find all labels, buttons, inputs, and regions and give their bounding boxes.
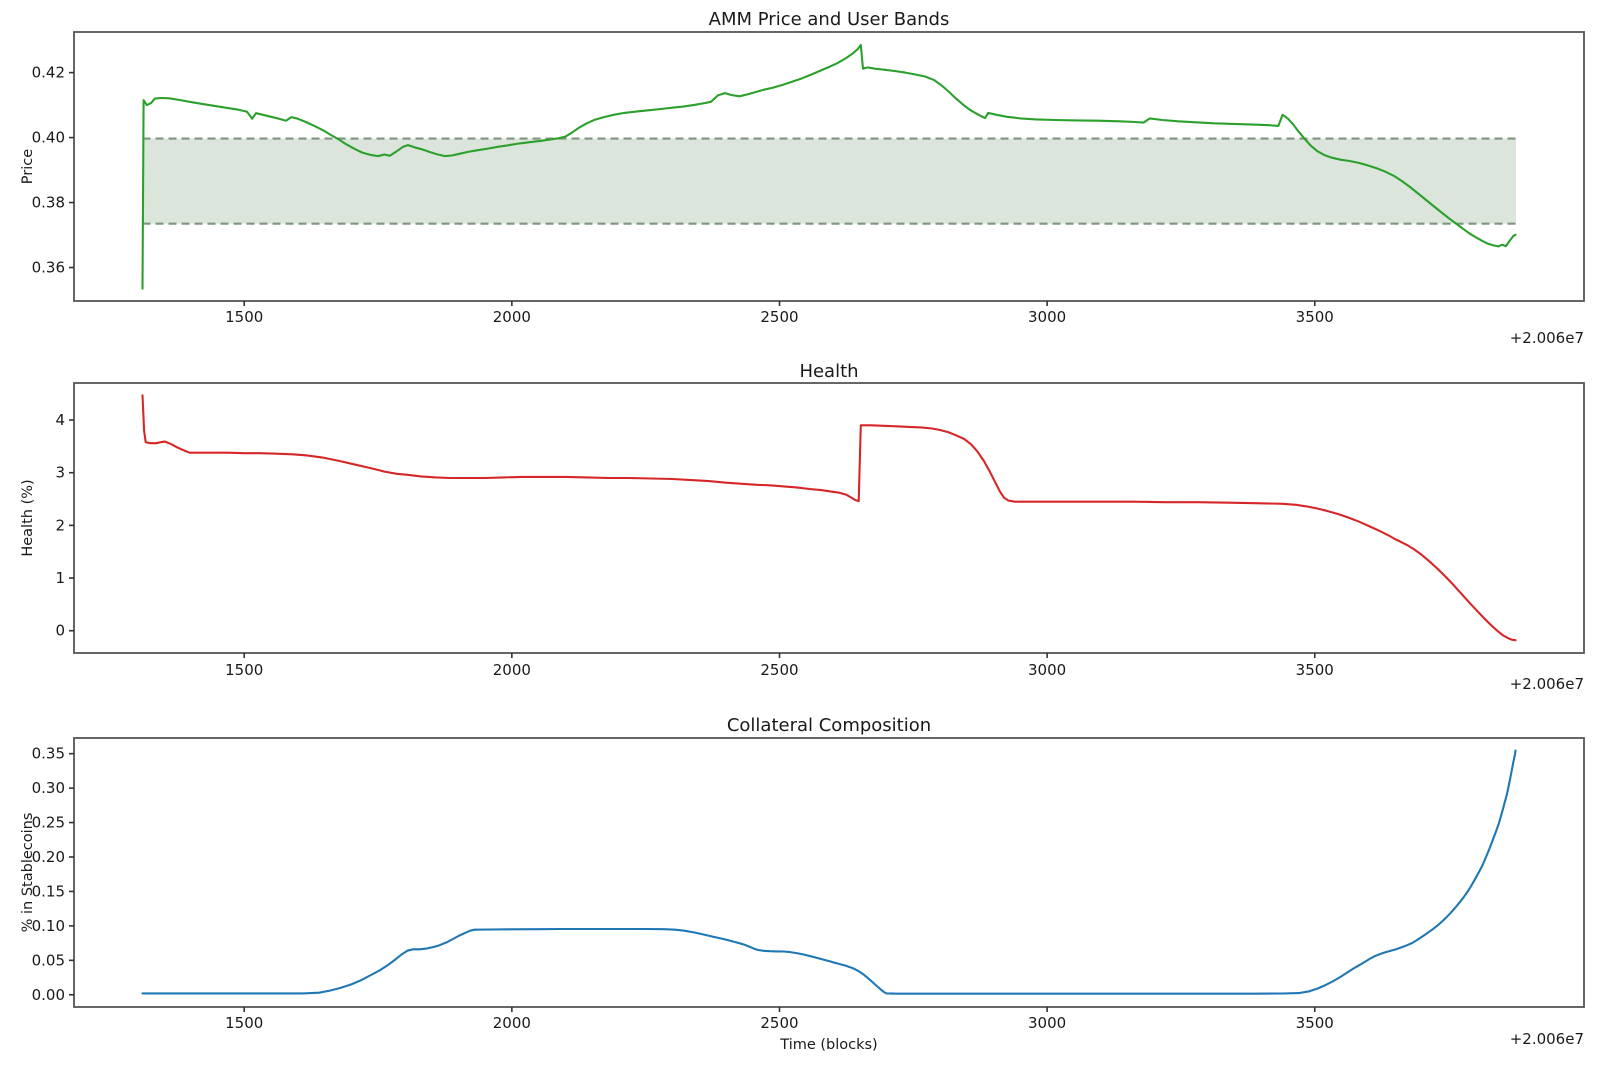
x-tick-label: 1500 <box>225 308 263 326</box>
x-axis-offset-label: +2.006e7 <box>1510 1030 1584 1048</box>
chart-title: Health <box>799 361 858 382</box>
x-axis-label: Time (blocks) <box>779 1037 877 1053</box>
chart-title: AMM Price and User Bands <box>709 9 950 30</box>
user-band-region <box>142 138 1517 224</box>
y-tick-label: 0.42 <box>32 64 65 82</box>
plot-border <box>73 31 1585 302</box>
x-tick-label: 3000 <box>1028 308 1066 326</box>
chart-2: 1500 2000 2500 3000 3500 0.00 0.05 0.10 0.15 0.20… <box>20 715 1585 1053</box>
x-tick-label: 3000 <box>1028 1014 1066 1032</box>
x-tick-label: 1500 <box>225 661 263 679</box>
x-tick-label: 3500 <box>1296 661 1334 679</box>
y-tick-label: 0.25 <box>32 814 65 832</box>
x-tick-label: 2500 <box>760 308 798 326</box>
y-tick-label: 3 <box>55 464 65 482</box>
x-tick-label: 1500 <box>225 1014 263 1032</box>
y-axis-label: Price <box>20 149 36 184</box>
y-tick-label: 0.38 <box>32 194 65 212</box>
y-tick-label: 4 <box>55 411 65 429</box>
y-tick-label: 0.30 <box>32 779 65 797</box>
y-tick-label: 0.36 <box>32 259 65 277</box>
x-tick-label: 2000 <box>493 661 531 679</box>
series-line-0 <box>141 749 1517 995</box>
series-line-0 <box>141 394 1517 642</box>
x-tick-label: 3500 <box>1296 1014 1334 1032</box>
x-axis-offset-label: +2.006e7 <box>1510 675 1584 693</box>
y-tick-label: 0.10 <box>32 917 65 935</box>
plot-border <box>73 382 1585 654</box>
x-tick-label: 3500 <box>1296 308 1334 326</box>
x-tick-label: 2000 <box>493 308 531 326</box>
y-axis-label: Health (%) <box>20 479 36 556</box>
y-tick-label: 0.05 <box>32 951 65 969</box>
y-tick-label: 1 <box>55 569 65 587</box>
x-tick-label: 2500 <box>760 661 798 679</box>
chart-0: 1500 2000 2500 3000 3500 0.36 0.38 0.40 0.42 AMM … <box>20 9 1585 347</box>
y-tick-label: 0 <box>55 622 65 640</box>
x-tick-label: 2500 <box>760 1014 798 1032</box>
x-axis-offset-label: +2.006e7 <box>1510 329 1584 347</box>
chart-1: 1500 2000 2500 3000 3500 0 1 2 3 4 Health Health (%… <box>20 361 1585 693</box>
chart-title: Collateral Composition <box>727 715 931 736</box>
y-tick-label: 0.15 <box>32 882 65 900</box>
plot-border <box>73 737 1585 1008</box>
y-axis-label: % in Stablecoins <box>20 813 36 933</box>
x-tick-label: 3000 <box>1028 661 1066 679</box>
y-tick-label: 0.00 <box>32 986 65 1004</box>
series-line-0 <box>141 43 1517 290</box>
y-tick-label: 0.20 <box>32 848 65 866</box>
y-tick-label: 0.35 <box>32 745 65 763</box>
x-tick-label: 2000 <box>493 1014 531 1032</box>
y-tick-label: 2 <box>55 516 65 534</box>
y-tick-label: 0.40 <box>32 129 65 147</box>
